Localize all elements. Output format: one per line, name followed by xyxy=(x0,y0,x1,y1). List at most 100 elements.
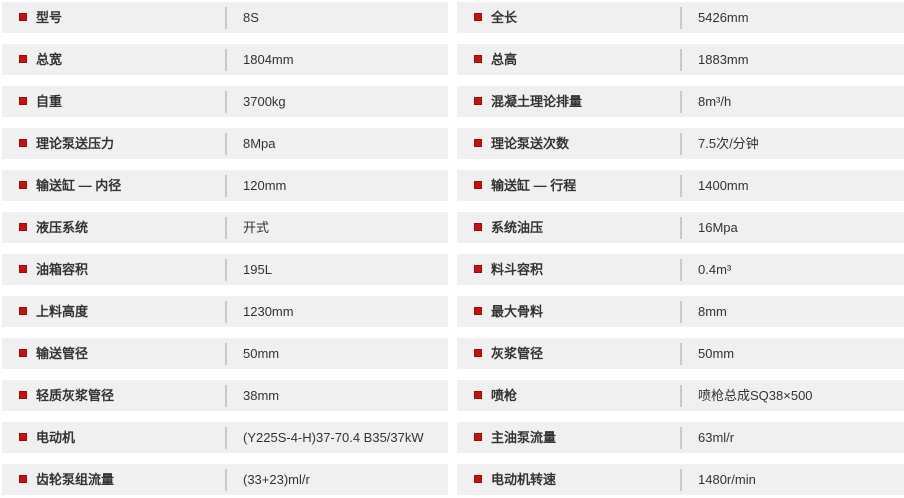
column-divider xyxy=(680,91,682,113)
column-divider xyxy=(225,49,227,71)
spec-value: 1804mm xyxy=(243,52,294,67)
spec-value: 开式 xyxy=(243,220,270,235)
red-square-bullet-icon xyxy=(474,433,482,441)
red-square-bullet-icon xyxy=(474,265,482,273)
column-divider xyxy=(680,217,682,239)
column-divider xyxy=(225,175,227,197)
spec-label: 轻质灰浆管径 xyxy=(36,388,115,403)
spec-row: 全长 5426mm xyxy=(457,2,904,33)
spec-value: (Y225S-4-H)37-70.4 B35/37kW xyxy=(243,430,424,445)
red-square-bullet-icon xyxy=(19,391,27,399)
red-square-bullet-icon xyxy=(474,13,482,21)
spec-row: 理论泵送压力 8Mpa xyxy=(2,128,448,159)
red-square-bullet-icon xyxy=(19,181,27,189)
spec-value: 8Mpa xyxy=(243,136,276,151)
spec-label: 料斗容积 xyxy=(491,262,544,277)
spec-value: 8m³/h xyxy=(698,94,732,109)
spec-row: 总高 1883mm xyxy=(457,44,904,75)
column-divider xyxy=(680,49,682,71)
red-square-bullet-icon xyxy=(474,97,482,105)
spec-value: 8S xyxy=(243,10,259,25)
spec-row: 系统油压 16Mpa xyxy=(457,212,904,243)
spec-row: 混凝土理论排量 8m³/h xyxy=(457,86,904,117)
spec-label: 齿轮泵组流量 xyxy=(36,472,115,487)
red-square-bullet-icon xyxy=(474,223,482,231)
column-divider xyxy=(225,91,227,113)
red-square-bullet-icon xyxy=(474,391,482,399)
red-square-bullet-icon xyxy=(19,433,27,441)
red-square-bullet-icon xyxy=(19,139,27,147)
red-square-bullet-icon xyxy=(474,349,482,357)
column-divider xyxy=(225,469,227,491)
spec-row: 主油泵流量 63ml/r xyxy=(457,422,904,453)
spec-row: 齿轮泵组流量 (33+23)ml/r xyxy=(2,464,448,495)
red-square-bullet-icon xyxy=(474,307,482,315)
spec-row: 灰浆管径 50mm xyxy=(457,338,904,369)
red-square-bullet-icon xyxy=(19,307,27,315)
spec-label: 总宽 xyxy=(36,52,63,67)
spec-label: 主油泵流量 xyxy=(491,430,557,445)
red-square-bullet-icon xyxy=(19,55,27,63)
spec-label: 上料高度 xyxy=(36,304,89,319)
red-square-bullet-icon xyxy=(19,13,27,21)
spec-row: 理论泵送次数 7.5次/分钟 xyxy=(457,128,904,159)
red-square-bullet-icon xyxy=(19,265,27,273)
red-square-bullet-icon xyxy=(19,97,27,105)
column-divider xyxy=(680,133,682,155)
spec-value: 1400mm xyxy=(698,178,749,193)
red-square-bullet-icon xyxy=(474,139,482,147)
spec-label: 混凝土理论排量 xyxy=(491,94,583,109)
spec-value: 0.4m³ xyxy=(698,262,732,277)
spec-row: 上料高度 1230mm xyxy=(2,296,448,327)
spec-row: 电动机 (Y225S-4-H)37-70.4 B35/37kW xyxy=(2,422,448,453)
spec-label: 全长 xyxy=(491,10,518,25)
spec-label: 输送缸 — 内径 xyxy=(36,178,122,193)
spec-label: 油箱容积 xyxy=(36,262,89,277)
spec-value: 120mm xyxy=(243,178,287,193)
red-square-bullet-icon xyxy=(474,475,482,483)
column-divider xyxy=(680,385,682,407)
spec-value: 63ml/r xyxy=(698,430,735,445)
spec-label: 电动机转速 xyxy=(491,472,557,487)
column-divider xyxy=(225,7,227,29)
spec-row: 输送缸 — 内径 120mm xyxy=(2,170,448,201)
spec-value: 1883mm xyxy=(698,52,749,67)
spec-label: 理论泵送压力 xyxy=(36,136,115,151)
spec-row: 液压系统 开式 xyxy=(2,212,448,243)
column-divider xyxy=(225,427,227,449)
column-divider xyxy=(225,217,227,239)
column-divider xyxy=(680,7,682,29)
spec-value: (33+23)ml/r xyxy=(243,472,310,487)
column-divider xyxy=(225,301,227,323)
column-divider xyxy=(680,301,682,323)
spec-value: 16Mpa xyxy=(698,220,738,235)
spec-row: 轻质灰浆管径 38mm xyxy=(2,380,448,411)
column-divider xyxy=(225,259,227,281)
column-divider xyxy=(225,343,227,365)
spec-row: 料斗容积 0.4m³ xyxy=(457,254,904,285)
spec-row: 喷枪 喷枪总成SQ38×500 xyxy=(457,380,904,411)
red-square-bullet-icon xyxy=(474,181,482,189)
column-divider xyxy=(680,259,682,281)
spec-value: 5426mm xyxy=(698,10,749,25)
spec-value: 38mm xyxy=(243,388,280,403)
spec-label: 自重 xyxy=(36,94,63,109)
spec-label: 理论泵送次数 xyxy=(491,136,570,151)
spec-label: 电动机 xyxy=(36,430,76,445)
red-square-bullet-icon xyxy=(19,475,27,483)
spec-row: 型号 8S xyxy=(2,2,448,33)
red-square-bullet-icon xyxy=(19,349,27,357)
spec-value: 50mm xyxy=(243,346,280,361)
spec-value: 1230mm xyxy=(243,304,294,319)
spec-value: 8mm xyxy=(698,304,727,319)
spec-row: 油箱容积 195L xyxy=(2,254,448,285)
spec-value: 1480r/min xyxy=(698,472,756,487)
spec-label: 液压系统 xyxy=(36,220,89,235)
spec-row: 输送管径 50mm xyxy=(2,338,448,369)
red-square-bullet-icon xyxy=(19,223,27,231)
column-divider xyxy=(225,133,227,155)
spec-value: 3700kg xyxy=(243,94,286,109)
spec-label: 输送缸 — 行程 xyxy=(491,178,577,193)
spec-row: 总宽 1804mm xyxy=(2,44,448,75)
